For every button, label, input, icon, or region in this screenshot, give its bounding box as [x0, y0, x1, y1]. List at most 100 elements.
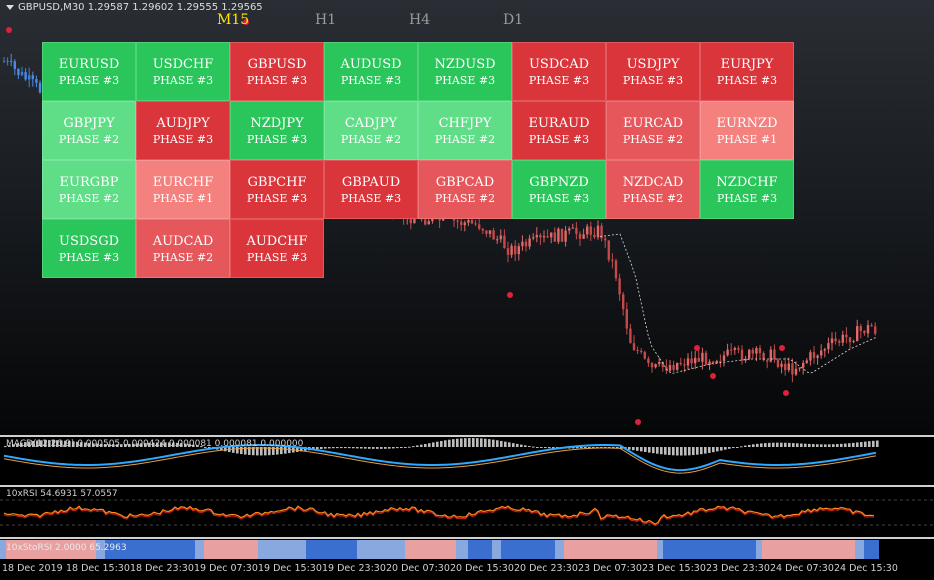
pair-cell-usdcad[interactable]: USDCAD PHASE #3: [512, 42, 606, 101]
pair-phase: PHASE #3: [152, 132, 214, 146]
macd-histogram-bar: [80, 442, 83, 447]
pair-cell-eurgbp[interactable]: EURGBP PHASE #2: [42, 160, 136, 219]
candle-body: [17, 68, 20, 76]
macd-histogram-bar: [848, 443, 851, 447]
stoch-heat-cell: [693, 540, 696, 559]
macd-histogram-bar: [524, 445, 527, 447]
stoch-heat-cell: [165, 540, 168, 559]
pane-separator[interactable]: [0, 435, 934, 437]
stoch-heat-cell: [468, 540, 471, 559]
stoch-heat-cell: [324, 540, 327, 559]
macd-histogram-bar: [448, 439, 451, 447]
stoch-heat-cell: [738, 540, 741, 559]
tab-h4[interactable]: H4: [409, 12, 430, 28]
pair-cell-audusd[interactable]: AUDUSD PHASE #3: [324, 42, 418, 101]
macd-histogram-bar: [444, 440, 447, 447]
macd-histogram-bar: [36, 440, 39, 447]
stoch-heat-cell: [726, 540, 729, 559]
pair-cell-audchf[interactable]: AUDCHF PHASE #3: [230, 219, 324, 278]
pair-cell-eurchf[interactable]: EURCHF PHASE #1: [136, 160, 230, 219]
stoch-heat-cell: [864, 540, 867, 559]
stoch-heat-cell: [669, 540, 672, 559]
candle-body: [794, 368, 798, 375]
macd-histogram-bar: [136, 443, 139, 447]
pair-cell-gbpjpy[interactable]: GBPJPY PHASE #2: [42, 101, 136, 160]
pair-cell-gbpnzd[interactable]: GBPNZD PHASE #3: [512, 160, 606, 219]
macd-histogram-bar: [828, 444, 831, 447]
stoch-heat-cell: [21, 540, 24, 559]
stoch-heat-cell: [273, 540, 276, 559]
pair-cell-eurnzd[interactable]: EURNZD PHASE #1: [700, 101, 794, 160]
pair-cell-nzdjpy[interactable]: NZDJPY PHASE #3: [230, 101, 324, 160]
macd-histogram-bar: [604, 447, 607, 448]
macd-histogram-bar: [172, 442, 175, 447]
pair-cell-nzdusd[interactable]: NZDUSD PHASE #3: [418, 42, 512, 101]
stoch-heat-cell: [432, 540, 435, 559]
macd-histogram-bar: [644, 447, 647, 452]
pair-phase: PHASE #3: [340, 191, 402, 205]
candle-body: [524, 241, 528, 247]
tab-d1[interactable]: D1: [503, 12, 523, 28]
stoch-heat-cell: [321, 540, 324, 559]
stoch-heat-cell: [219, 540, 222, 559]
pair-cell-chfjpy[interactable]: CHFJPY PHASE #2: [418, 101, 512, 160]
stoch-heat-cell: [87, 540, 90, 559]
candle-body: [506, 248, 510, 255]
candle-body: [546, 236, 549, 238]
candle-body: [2, 61, 6, 63]
pair-cell-audjpy[interactable]: AUDJPY PHASE #3: [136, 101, 230, 160]
tab-h1[interactable]: H1: [315, 12, 336, 28]
pair-cell-euraud[interactable]: EURAUD PHASE #3: [512, 101, 606, 160]
macd-histogram-bar: [720, 447, 723, 451]
fractal-dot: [710, 373, 716, 379]
stoch-heat-cell: [240, 540, 243, 559]
stoch-heat-cell: [9, 540, 12, 559]
macd-histogram-bar: [664, 447, 667, 455]
macd-histogram-bar: [468, 438, 471, 447]
pair-cell-audcad[interactable]: AUDCAD PHASE #2: [136, 219, 230, 278]
pair-cell-usdsgd[interactable]: USDSGD PHASE #3: [42, 219, 136, 278]
tab-m15[interactable]: M15: [217, 12, 249, 28]
macd-histogram-bar: [248, 447, 251, 455]
stoch-heat-cell: [516, 540, 519, 559]
macd-histogram-bar: [68, 441, 71, 447]
pair-cell-gbpusd[interactable]: GBPUSD PHASE #3: [230, 42, 324, 101]
pair-cell-nzdchf[interactable]: NZDCHF PHASE #3: [700, 160, 794, 219]
pair-cell-gbpchf[interactable]: GBPCHF PHASE #3: [230, 160, 324, 219]
pair-cell-gbpcad[interactable]: GBPCAD PHASE #2: [418, 160, 512, 219]
macd-histogram-bar: [236, 447, 239, 454]
stoch-heat-cell: [528, 540, 531, 559]
macd-histogram-bar: [500, 440, 503, 447]
stoch-heat-cell: [696, 540, 699, 559]
pair-cell-usdchf[interactable]: USDCHF PHASE #3: [136, 42, 230, 101]
pair-name: NZDCHF: [716, 174, 778, 190]
fractal-dot: [635, 419, 641, 425]
stoch-heat-cell: [834, 540, 837, 559]
time-label: 18 Dec 2019: [2, 563, 63, 574]
pair-name: EURAUD: [528, 115, 590, 131]
pair-cell-cadjpy[interactable]: CADJPY PHASE #2: [324, 101, 418, 160]
pair-cell-gbpaud[interactable]: GBPAUD PHASE #3: [324, 160, 418, 219]
macd-histogram-bar: [620, 447, 623, 449]
candle-body: [874, 326, 877, 334]
pair-cell-usdjpy[interactable]: USDJPY PHASE #3: [606, 42, 700, 101]
pane-separator[interactable]: [0, 537, 934, 539]
candle-body: [798, 367, 801, 369]
stoch-heat-cell: [330, 540, 333, 559]
stoch-heat-cell: [486, 540, 489, 559]
pair-cell-nzdcad[interactable]: NZDCAD PHASE #2: [606, 160, 700, 219]
time-label: 23 Dec 07:30: [578, 563, 642, 574]
time-label: 23 Dec 15:30: [642, 563, 706, 574]
pair-cell-eurcad[interactable]: EURCAD PHASE #2: [606, 101, 700, 160]
macd-histogram-bar: [864, 441, 867, 447]
tab-h1-label: H1: [315, 12, 337, 28]
macd-histogram-bar: [600, 447, 603, 448]
pane-separator[interactable]: [0, 485, 934, 487]
dropdown-triangle-icon[interactable]: [6, 4, 14, 10]
pair-cell-eurusd[interactable]: EURUSD PHASE #3: [42, 42, 136, 101]
pair-cell-eurjpy[interactable]: EURJPY PHASE #3: [700, 42, 794, 101]
pair-name: AUDUSD: [340, 56, 402, 72]
macd-histogram-bar: [336, 447, 339, 449]
stoch-heat-cell: [75, 540, 78, 559]
